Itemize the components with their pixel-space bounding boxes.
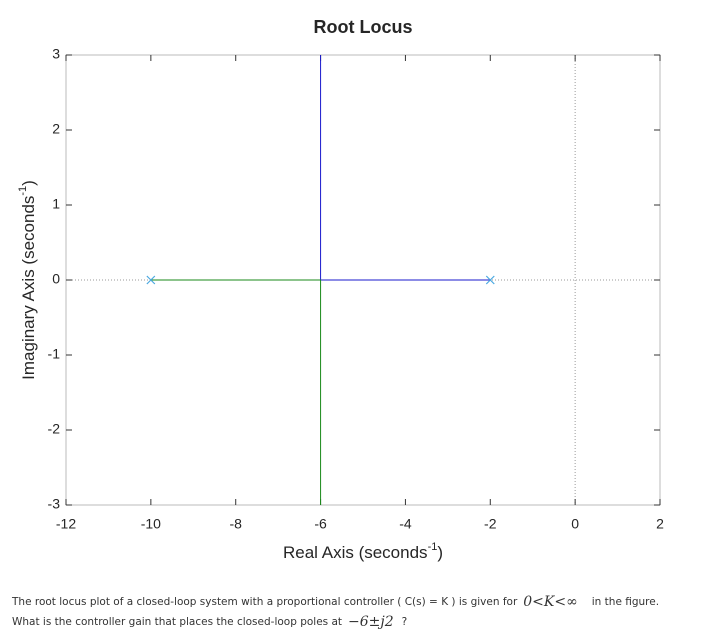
y-tick-label: 3 bbox=[52, 46, 60, 62]
y-tick-label: -3 bbox=[48, 496, 61, 512]
question-line-2: What is the controller gain that places … bbox=[12, 614, 407, 630]
q-text: The root locus plot of a closed-loop sys… bbox=[11, 596, 518, 608]
y-axis-label: Imaginary Axis (seconds-1) bbox=[17, 180, 39, 380]
x-tick-label: -12 bbox=[56, 516, 76, 532]
q-text: What is the controller gain that places … bbox=[12, 616, 342, 628]
x-tick-label: -6 bbox=[314, 516, 327, 532]
y-label-text: Imaginary Axis (seconds bbox=[19, 196, 38, 380]
question-line-1: The root locus plot of a closed-loop sys… bbox=[11, 594, 659, 610]
x-tick-label: 2 bbox=[656, 516, 664, 532]
y-label-end: ) bbox=[19, 180, 38, 186]
pole-marker bbox=[146, 275, 156, 285]
pole-marker bbox=[485, 275, 495, 285]
q-math: 0<K<∞ bbox=[523, 594, 578, 610]
x-axis-label: Real Axis (seconds-1) bbox=[283, 541, 443, 563]
y-label-sup: -1 bbox=[17, 186, 29, 196]
y-tick-label: -2 bbox=[48, 421, 61, 437]
y-tick-label: 0 bbox=[52, 271, 60, 287]
locus-branch bbox=[150, 279, 322, 505]
x-tick-label: 0 bbox=[571, 516, 579, 532]
q-math: −6±j2 bbox=[348, 614, 394, 630]
y-tick-label: 1 bbox=[52, 196, 60, 212]
x-label-text: Real Axis (seconds bbox=[283, 543, 428, 562]
x-tick-label: -4 bbox=[399, 516, 412, 532]
chart-title: Root Locus bbox=[314, 17, 413, 37]
y-tick-label: -1 bbox=[48, 346, 61, 362]
x-tick-label: -10 bbox=[141, 516, 161, 532]
y-tick-label: 2 bbox=[52, 121, 60, 137]
x-tick-label: -8 bbox=[229, 516, 242, 532]
q-text: in the figure. bbox=[592, 596, 659, 608]
x-label-end: ) bbox=[437, 543, 443, 562]
x-label-sup: -1 bbox=[428, 541, 438, 553]
q-text: ? bbox=[402, 616, 408, 628]
x-tick-label: -2 bbox=[484, 516, 497, 532]
